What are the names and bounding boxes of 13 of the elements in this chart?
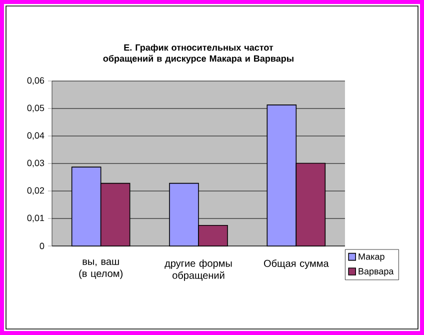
x-tick-label: вы, ваш (в целом) (79, 260, 122, 279)
legend-label: Варвара (358, 268, 394, 276)
x-tick-label: Общая сумма (264, 260, 329, 269)
y-tick-label: 0,05 (27, 104, 44, 112)
y-tick-label: 0,03 (27, 160, 44, 168)
legend-label: Макар (358, 253, 384, 262)
y-tick-label: 0,01 (27, 214, 44, 222)
chart-title: Е. График относительных частот обращений в дискурсе Макара и Варвары (103, 44, 294, 64)
y-tick-label: 0,06 (27, 77, 44, 85)
y-tick-label: 0 (40, 242, 44, 250)
x-tick-label: другие формы обращений (164, 260, 232, 281)
y-tick-label: 0,04 (27, 132, 44, 140)
y-tick-label: 0,02 (27, 187, 44, 195)
